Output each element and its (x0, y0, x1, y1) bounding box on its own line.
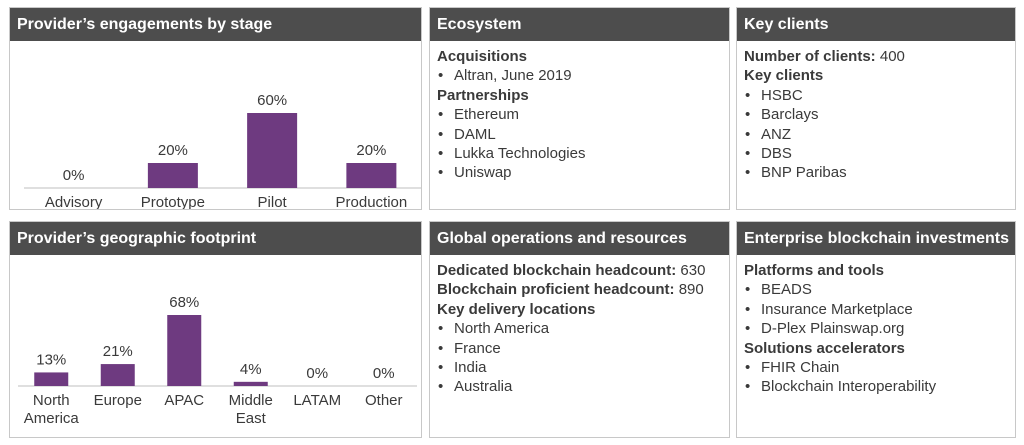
category-tick-label: LATAM (293, 392, 341, 409)
platform-item: BEADS (744, 280, 1011, 300)
bar (100, 364, 135, 386)
data-label: 0% (373, 365, 395, 382)
client-item: ANZ (744, 125, 1011, 145)
client-item: Barclays (744, 105, 1011, 125)
dedicated-headcount-label: Dedicated blockchain headcount: (437, 262, 677, 279)
data-label: 68% (169, 294, 199, 311)
key-clients-body: Number of clients: 400 Key clients HSBCB… (744, 47, 1011, 183)
partnership-item: DAML (437, 125, 725, 145)
category-tick-label: Production (336, 194, 408, 209)
partnership-item: Lukka Technologies (437, 144, 725, 164)
engagements-panel: Provider’s engagements by stage 0% Adviso… (9, 7, 422, 210)
location-item: Australia (437, 377, 725, 397)
category-tick-label: Prototype (141, 194, 205, 209)
accelerator-item: Blockchain Interoperability (744, 377, 1011, 397)
investments-body: Platforms and tools BEADSInsurance Marke… (744, 261, 1011, 397)
clients-heading: Key clients (744, 67, 824, 85)
category-tick-label: Europe (94, 392, 142, 409)
client-item: BNP Paribas (744, 163, 1011, 183)
locations-list: North AmericaFranceIndiaAustralia (437, 319, 725, 397)
partnership-item: Uniswap (437, 163, 725, 183)
data-label: 0% (306, 365, 328, 382)
geographic-panel: Provider’s geographic footprint 13% North… (9, 221, 422, 438)
acquisitions-heading: Acquisitions (437, 48, 528, 65)
client-count-value: 400 (879, 48, 905, 65)
partnership-item: Ethereum (437, 105, 725, 125)
bar (34, 372, 69, 386)
dedicated-headcount-line: Dedicated blockchain headcount: 630 (437, 261, 725, 280)
platforms-list: BEADSInsurance MarketplaceD-Plex Plainsw… (744, 280, 1011, 339)
ecosystem-title: Ecosystem (430, 8, 729, 41)
category-tick-label: North America (24, 392, 80, 427)
category-tick-label: Pilot (258, 194, 288, 209)
partnerships-list: EthereumDAMLLukka TechnologiesUniswap (437, 105, 725, 183)
location-item: North America (437, 319, 725, 339)
key-clients-title: Key clients (737, 8, 1015, 41)
proficient-headcount-value: 890 (678, 281, 704, 299)
category-tick-label: APAC (164, 392, 204, 409)
geographic-title: Provider’s geographic footprint (10, 222, 421, 255)
client-count-label: Number of clients: (744, 48, 876, 65)
engagements-chart: 0% Advisory 20% Prototype 60% Pilot 20% Product… (24, 92, 421, 209)
data-label: 0% (63, 167, 85, 184)
clients-list: HSBCBarclaysANZDBSBNP Paribas (744, 86, 1011, 183)
client-item: DBS (744, 144, 1011, 164)
category-tick-label: Advisory (45, 194, 103, 209)
global-ops-panel: Global operations and resources Dedicate… (429, 221, 730, 438)
proficient-headcount-label: Blockchain proficient headcount: (437, 281, 675, 299)
geographic-chart: 13% North America 21% Europe 68% APAC 4% Middle E… (18, 294, 417, 427)
dedicated-headcount-value: 630 (680, 262, 706, 279)
investments-panel: Enterprise blockchain investments Platfo… (736, 221, 1016, 438)
global-ops-title: Global operations and resources (430, 222, 729, 255)
bar (247, 113, 298, 188)
data-label: 20% (158, 142, 188, 159)
category-tick-label: Middle East (229, 392, 273, 427)
data-label: 20% (356, 142, 386, 159)
accelerators-list: FHIR ChainBlockchain Interoperability (744, 358, 1011, 397)
platform-item: Insurance Marketplace (744, 300, 1011, 320)
location-item: France (437, 339, 725, 359)
investments-title: Enterprise blockchain investments (737, 222, 1015, 255)
platform-item: D-Plex Plainswap.org (744, 319, 1011, 339)
data-label: 60% (257, 92, 287, 109)
data-label: 21% (103, 343, 133, 360)
partnerships-heading: Partnerships (437, 86, 529, 104)
engagements-title: Provider’s engagements by stage (10, 8, 421, 41)
global-ops-body: Dedicated blockchain headcount: 630 Bloc… (437, 261, 725, 397)
key-clients-panel: Key clients Number of clients: 400 Key c… (736, 7, 1016, 210)
data-label: 13% (36, 351, 66, 368)
client-item: HSBC (744, 86, 1011, 106)
data-label: 4% (240, 361, 262, 378)
client-count-line: Number of clients: 400 (744, 47, 1011, 66)
accelerator-item: FHIR Chain (744, 358, 1011, 378)
acquisition-item: Altran, June 2019 (437, 66, 725, 86)
bar (147, 163, 198, 188)
category-tick-label: Other (365, 392, 403, 409)
ecosystem-panel: Ecosystem Acquisitions Altran, June 2019… (429, 7, 730, 210)
platforms-heading: Platforms and tools (744, 262, 885, 279)
bar (346, 163, 397, 188)
ecosystem-body: Acquisitions Altran, June 2019 Partnersh… (437, 47, 725, 183)
proficient-headcount-line: Blockchain proficient headcount: 890 (437, 280, 725, 299)
bar (167, 315, 202, 386)
bar (233, 381, 268, 386)
acquisitions-list: Altran, June 2019 (437, 66, 725, 86)
accelerators-heading: Solutions accelerators (744, 339, 905, 357)
locations-heading: Key delivery locations (437, 300, 596, 318)
location-item: India (437, 358, 725, 378)
